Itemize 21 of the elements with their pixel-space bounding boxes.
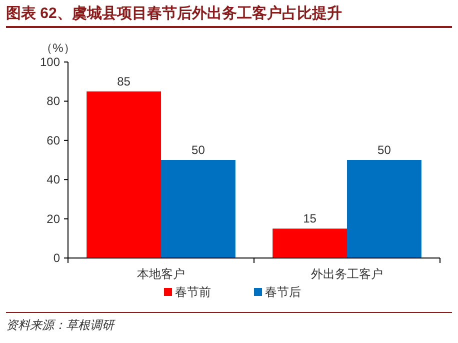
y-tick-label: 60 bbox=[46, 133, 60, 148]
data-label: 50 bbox=[378, 143, 392, 157]
legend-label: 春节前 bbox=[175, 285, 211, 299]
x-tick-label: 本地客户 bbox=[137, 267, 185, 281]
y-tick-label: 0 bbox=[53, 251, 60, 265]
legend-label: 春节后 bbox=[265, 285, 301, 299]
bar bbox=[347, 160, 422, 258]
y-tick-label: 100 bbox=[40, 55, 60, 69]
data-label: 50 bbox=[192, 143, 206, 157]
y-tick-label: 20 bbox=[46, 212, 60, 226]
bar bbox=[86, 91, 161, 258]
y-tick-label: 80 bbox=[46, 94, 60, 108]
data-label: 85 bbox=[117, 74, 131, 88]
y-axis-title: （%） bbox=[40, 41, 76, 55]
chart-title: 图表 62、虞城县项目春节后外出务工客户占比提升 bbox=[6, 4, 452, 28]
bar bbox=[272, 228, 347, 258]
data-label: 15 bbox=[303, 212, 317, 226]
y-tick-label: 40 bbox=[46, 172, 60, 187]
bar bbox=[161, 160, 236, 258]
text: 资料来源：草根调研 bbox=[6, 312, 452, 334]
x-tick-label: 外出务工客户 bbox=[311, 267, 383, 281]
